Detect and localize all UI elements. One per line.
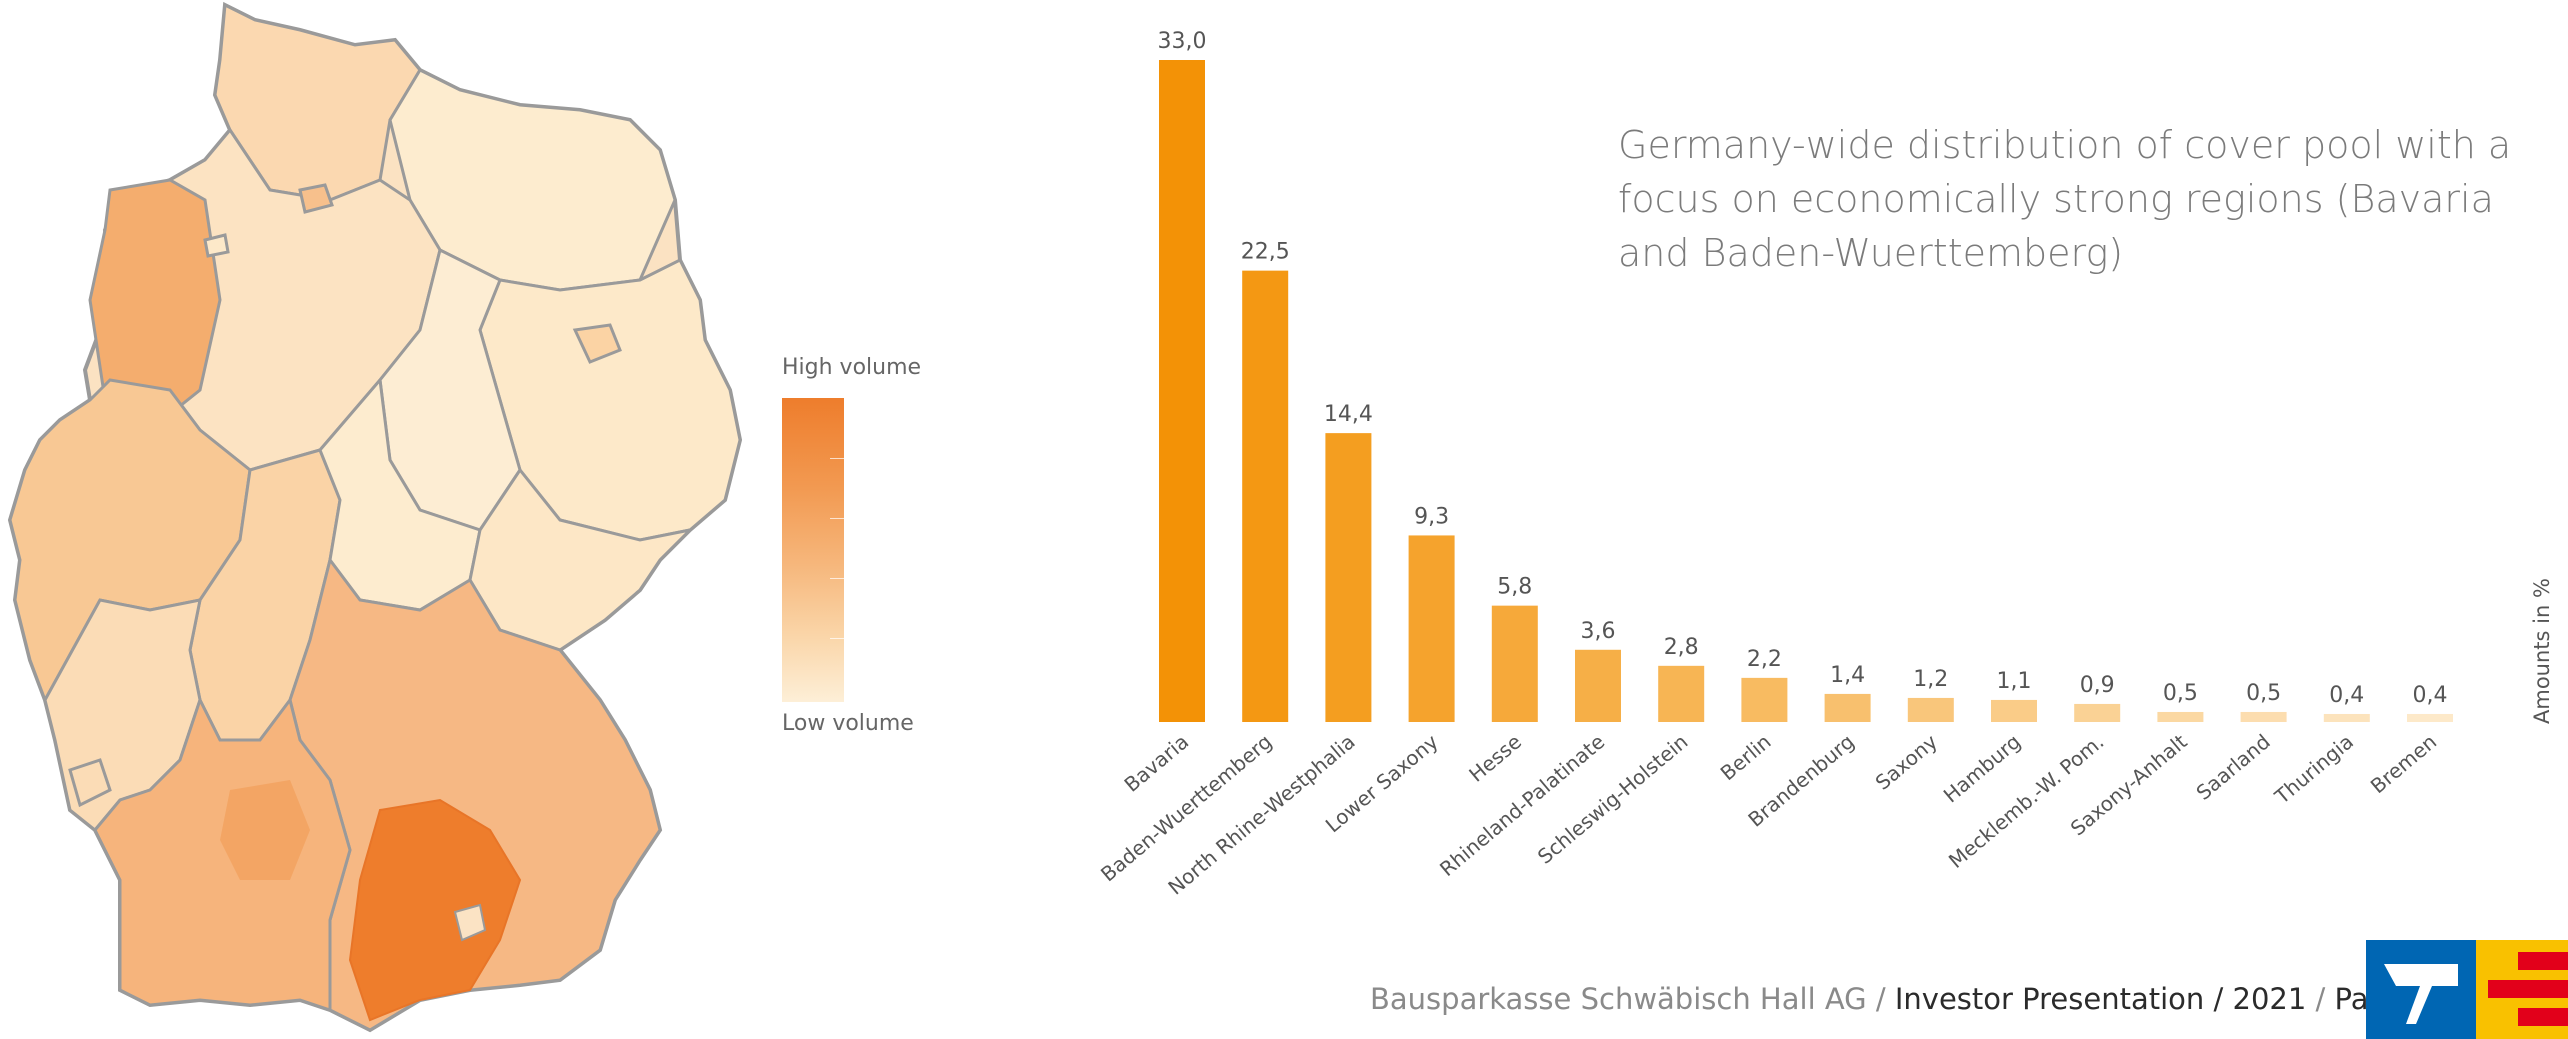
- value-label-baden-wuerttemberg: 22,5: [1241, 240, 1290, 265]
- value-label-thuringia: 0,4: [2329, 683, 2364, 708]
- value-label-rhineland-palatinate: 3,6: [1581, 619, 1616, 644]
- value-label-saxony-anhalt: 0,5: [2163, 681, 2198, 706]
- bar-rhineland-palatinate: [1575, 649, 1621, 722]
- bar-bremen: [2407, 713, 2453, 722]
- legend-tick: [830, 458, 844, 459]
- footer-separator: /: [1866, 982, 1895, 1016]
- category-label-saxony: Saxony: [1871, 729, 1942, 794]
- y-axis-label: Amounts in %: [2530, 578, 2554, 724]
- bar-chart-bars: [1159, 60, 2453, 722]
- chart-headline: Germany-wide distribution of cover pool …: [1618, 123, 2512, 275]
- region-hamburg: [298, 183, 334, 214]
- germany-map-svg: [7, 1, 743, 1033]
- region-upper-bavaria: [348, 798, 522, 1022]
- bar-schleswig-holstein: [1658, 665, 1705, 722]
- value-label-mecklemb-w-pom: 0,9: [2080, 673, 2115, 698]
- bar-bavaria: [1159, 60, 1205, 722]
- bar-chart-value-labels: 33,0 22,5 14,4 9,3 5,8 3,6 2,8 2,2 1,4 1,2 1,1 0,9 0…: [1158, 29, 2448, 708]
- category-label-thuringia: Thuringia: [2269, 729, 2358, 809]
- legend-tick: [830, 518, 844, 519]
- footer-company: Bausparkasse Schwäbisch Hall AG: [1370, 982, 1867, 1016]
- volksbank-raiffeisen-logo: [2366, 940, 2568, 1039]
- bar-hamburg: [1991, 699, 2037, 722]
- category-label-hamburg: Hamburg: [1939, 729, 2025, 807]
- region-schleswig-holstein: [213, 2, 422, 202]
- bar-chart: 33,0 22,5 14,4 9,3 5,8 3,6 2,8 2,2 1,4 1,2 1,1 0,9 0…: [1100, 29, 2453, 900]
- value-label-lower-saxony: 9,3: [1414, 504, 1449, 529]
- category-label-mecklemb-w-pom: Mecklemb.-W. Pom.: [1944, 729, 2108, 872]
- bar-brandenburg: [1824, 693, 1871, 722]
- bar-baden-wuerttemberg: [1242, 270, 1289, 722]
- bar-hesse: [1491, 605, 1538, 722]
- category-label-hesse: Hesse: [1464, 729, 1526, 786]
- bar-berlin: [1741, 677, 1788, 722]
- legend-tick: [830, 638, 844, 639]
- region-baden-wuerttemberg: [93, 696, 352, 1013]
- region-munich: [453, 903, 487, 942]
- value-label-schleswig-holstein: 2,8: [1664, 635, 1699, 660]
- category-label-berlin: Berlin: [1716, 729, 1776, 785]
- region-saarland: [68, 758, 112, 808]
- value-label-hesse: 5,8: [1497, 575, 1532, 600]
- region-stuttgart: [220, 780, 310, 880]
- category-label-rhineland-palatinate: Rhineland-Palatinate: [1435, 729, 1609, 881]
- legend-color-scale: [782, 398, 844, 702]
- value-label-brandenburg: 1,4: [1830, 663, 1865, 688]
- bar-saxony: [1907, 697, 1954, 722]
- bar-north-rhine-westphalia: [1325, 433, 1372, 722]
- bar-thuringia: [2323, 713, 2370, 722]
- value-label-saxony: 1,2: [1913, 667, 1948, 692]
- region-berlin: [572, 323, 622, 364]
- category-label-bremen: Bremen: [2366, 729, 2441, 798]
- germany-map: [0, 0, 760, 1039]
- value-label-berlin: 2,2: [1747, 647, 1782, 672]
- value-label-bremen: 0,4: [2413, 683, 2448, 708]
- bar-saarland: [2240, 711, 2287, 722]
- footer-document: Investor Presentation / 2021: [1894, 982, 2307, 1016]
- footer-separator: /: [2306, 982, 2335, 1016]
- map-legend: High volume Low volume: [780, 355, 980, 755]
- legend-tick: [830, 578, 844, 579]
- category-label-schleswig-holstein: Schleswig-Holstein: [1533, 729, 1693, 868]
- bar-lower-saxony: [1408, 535, 1455, 722]
- legend-low-label: Low volume: [782, 711, 914, 736]
- footer: Bausparkasse Schwäbisch Hall AG / Invest…: [1370, 982, 2451, 1016]
- category-label-bavaria: Bavaria: [1119, 729, 1193, 796]
- region-bremen: [203, 233, 230, 258]
- category-label-saarland: Saarland: [2191, 729, 2274, 804]
- legend-high-label: High volume: [782, 355, 922, 380]
- value-label-north-rhine-westphalia: 14,4: [1324, 402, 1373, 427]
- value-label-saarland: 0,5: [2246, 681, 2281, 706]
- bar-saxony-anhalt: [2157, 711, 2204, 722]
- bar-mecklemb-w-pom: [2074, 703, 2121, 722]
- value-label-bavaria: 33,0: [1158, 29, 1207, 54]
- value-label-hamburg: 1,1: [1997, 669, 2032, 694]
